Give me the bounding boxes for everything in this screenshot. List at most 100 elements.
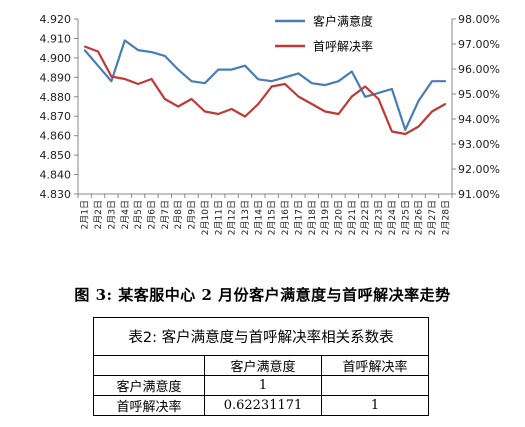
x-tick-label: 2月28日: [440, 200, 451, 235]
series-2-point: [257, 103, 260, 105]
series-2-point: [177, 105, 180, 108]
series-1-point: [391, 88, 393, 90]
series-line-2: [84, 45, 446, 136]
table-cell: [321, 375, 429, 396]
x-tick-label: 2月8日: [173, 200, 184, 229]
x-tick-label: 2月11日: [213, 200, 224, 235]
table-header-row: 客户满意度 首呼解决率: [93, 355, 429, 376]
right-tick-label: 95.00%: [458, 88, 500, 101]
left-tick-label: 4.850: [40, 149, 72, 162]
figure-caption: 图 3: 某客服中心 2 月份客户满意度与首呼解决率走势: [74, 286, 451, 304]
series-2-point: [123, 78, 126, 80]
x-tick-label: 2月21日: [347, 200, 358, 235]
right-y-axis: 91.00% 92.00% 93.00% 94.00% 95.00% 96.00% 97.0…: [451, 13, 500, 201]
correlation-table: 表2: 客户满意度与首呼解决率相关系数表 客户满意度 首呼解决率 客户满意度 1…: [93, 317, 429, 416]
table-row: 客户满意度 1: [93, 375, 429, 396]
left-tick-label: 4.910: [40, 32, 72, 45]
x-tick-label: 2月18日: [307, 200, 318, 235]
series-2-point: [137, 83, 140, 85]
series-1-point: [297, 72, 300, 75]
series-2-point: [230, 108, 233, 110]
series-2-point: [83, 45, 86, 48]
left-tick-label: 4.840: [40, 169, 72, 182]
series-1-point: [163, 55, 166, 57]
series-2-point: [270, 85, 273, 88]
series-1-point: [270, 80, 273, 83]
series-1-point: [97, 64, 99, 67]
series-2-point: [431, 110, 433, 113]
table-title: 表2: 客户满意度与首呼解决率相关系数表: [93, 317, 429, 356]
series-2-point: [97, 50, 99, 53]
x-tick-label: 2月10日: [200, 200, 211, 235]
x-tick-label: 2月16日: [280, 200, 291, 235]
series-1-point: [123, 39, 126, 42]
series-1-point: [217, 68, 220, 71]
x-tick-label: 2月2日: [93, 200, 104, 229]
series-1-point: [377, 92, 380, 94]
table-row: 首呼解决率 0.62231171 1: [93, 395, 429, 416]
series-1-point: [417, 99, 420, 102]
x-tick-label: 2月4日: [120, 200, 131, 229]
table-col-header: 首呼解决率: [321, 355, 429, 376]
legend-label-2: 首呼解决率: [313, 39, 373, 54]
x-axis: 2月1日 2月2日 2月3日 2月4日 2月5日 2月6日 2月7日 2月8日 2月9日 2月10…: [77, 193, 453, 235]
x-tick-label: 2月19日: [320, 200, 331, 235]
series-2-point: [364, 85, 367, 88]
right-tick-label: 96.00%: [458, 63, 500, 76]
series-1-point: [110, 80, 113, 83]
table-row-label: 首呼解决率: [93, 395, 205, 416]
series-1-point: [83, 49, 86, 51]
series-1-point: [204, 82, 206, 85]
series-1-point: [404, 128, 407, 131]
x-tick-label: 2月1日: [80, 200, 91, 229]
series-1-point: [137, 49, 140, 51]
right-tick-label: 94.00%: [458, 113, 500, 126]
left-tick-label: 4.920: [40, 13, 72, 26]
table-cell: 0.62231171: [204, 395, 322, 416]
legend-label-1: 客户满意度: [313, 14, 373, 29]
series-layer: [83, 39, 447, 136]
x-tick-label: 2月26日: [414, 200, 425, 235]
series-2-point: [391, 130, 393, 133]
table-corner-cell: [93, 355, 205, 376]
x-tick-label: 2月13日: [240, 200, 251, 235]
x-tick-label: 2月23日: [374, 200, 385, 235]
x-tick-label: 2月25日: [400, 200, 411, 235]
series-2-point: [190, 98, 193, 100]
x-tick-label: 2月3日: [106, 200, 117, 229]
series-1-point: [310, 82, 313, 85]
series-2-point: [204, 110, 206, 113]
x-tick-label: 2月24日: [387, 200, 398, 235]
series-2-point: [337, 113, 340, 115]
table-cell: 1: [321, 395, 429, 416]
right-tick-label: 91.00%: [458, 188, 500, 201]
series-2-point: [310, 103, 313, 105]
x-tick-label: 2月6日: [146, 200, 157, 229]
line-chart: 4.830 4.840 4.850 4.860 4.870 4.880 4.890 4.900…: [40, 13, 500, 235]
x-tick-label: 2月7日: [160, 200, 171, 229]
left-tick-label: 4.880: [40, 91, 72, 104]
series-2-point: [324, 110, 326, 113]
left-tick-label: 4.830: [40, 188, 72, 201]
series-1-point: [244, 64, 246, 67]
left-y-axis: 4.830 4.840 4.850 4.860 4.870 4.880 4.890 4.900…: [40, 13, 79, 201]
right-tick-label: 97.00%: [458, 38, 500, 51]
series-1-point: [324, 84, 326, 86]
x-tick-label: 2月5日: [133, 200, 144, 229]
x-tick-label: 2月22日: [360, 200, 371, 235]
series-2-point: [297, 95, 300, 98]
series-1-point: [350, 70, 353, 73]
series-2-point: [444, 103, 447, 105]
left-tick-label: 4.870: [40, 110, 72, 123]
x-tick-label: 2月27日: [427, 200, 438, 235]
series-1-point: [177, 68, 180, 71]
x-tick-label: 2月20日: [333, 200, 344, 235]
x-tick-label: 2月15日: [267, 200, 278, 235]
series-2-point: [284, 83, 286, 85]
series-1-point: [337, 80, 340, 83]
series-1-point: [230, 68, 233, 71]
series-2-point: [244, 115, 246, 118]
series-2-point: [377, 98, 380, 100]
left-tick-label: 4.890: [40, 71, 72, 84]
